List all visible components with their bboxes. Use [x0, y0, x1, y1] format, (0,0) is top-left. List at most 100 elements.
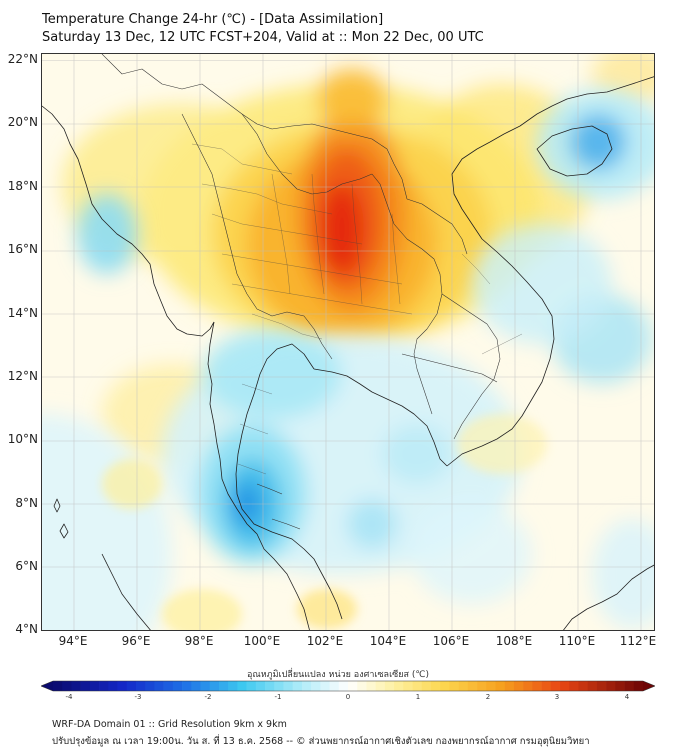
footer-model-info: WRF-DA Domain 01 :: Grid Resolution 9km …	[52, 719, 287, 730]
map-subtitle: Saturday 13 Dec, 12 UTC FCST+204, Valid …	[42, 30, 484, 45]
colorbar-cell	[357, 681, 367, 691]
colorbar-cell	[477, 681, 487, 691]
colorbar-cell	[311, 681, 321, 691]
colorbar-cell	[569, 681, 579, 691]
colorbar-cell	[523, 681, 533, 691]
colorbar-cell	[80, 681, 91, 691]
map-title: Temperature Change 24-hr (℃) - [Data Ass…	[42, 12, 384, 27]
lon-label-98e: 98°E	[184, 634, 214, 648]
colorbar-cell	[62, 681, 72, 691]
colorbar-cell	[265, 681, 275, 691]
colorbar-cell	[486, 681, 496, 691]
colorbar-tick-4: 4	[624, 693, 630, 701]
lat-label-18n: 18°N	[7, 179, 38, 193]
colorbar-cell	[513, 681, 524, 691]
colorbar-tick-1: 1	[415, 693, 421, 701]
lon-label-102e: 102°E	[306, 634, 344, 648]
colorbar-cell	[126, 681, 137, 691]
colorbar-cell	[532, 681, 542, 691]
colorbar-cells	[41, 680, 655, 692]
colorbar-tick-minus1: -1	[274, 693, 282, 701]
warm-anomaly-field	[62, 54, 654, 464]
colorbar-cell	[255, 681, 266, 691]
lat-label-8n: 8°N	[15, 496, 38, 510]
colorbar-tick-minus3: -3	[134, 693, 142, 701]
colorbar-cell	[53, 681, 63, 691]
colorbar-cell	[338, 681, 349, 691]
lon-label-106e: 106°E	[432, 634, 470, 648]
colorbar-cell	[209, 681, 220, 691]
colorbar-tick-0: 0	[345, 693, 351, 701]
lat-label-10n: 10°N	[7, 432, 38, 446]
colorbar-cell	[348, 681, 358, 691]
colorbar-cell	[440, 681, 450, 691]
colorbar-cell	[633, 681, 644, 691]
colorbar-cell	[606, 681, 616, 691]
colorbar-cell	[596, 681, 607, 691]
lat-label-6n: 6°N	[15, 559, 38, 573]
colorbar-tick-2: 2	[485, 693, 491, 701]
temperature-change-map	[41, 53, 655, 631]
colorbar-cell	[421, 681, 432, 691]
coastlines	[42, 76, 654, 630]
colorbar-min-arrow	[41, 681, 53, 691]
colorbar-cell	[283, 681, 293, 691]
colorbar-cell	[320, 681, 330, 691]
colorbar-cell	[200, 681, 211, 691]
lon-label-100e: 100°E	[243, 634, 281, 648]
cool-anomaly-field	[42, 89, 654, 630]
lon-label-110e: 110°E	[558, 634, 596, 648]
colorbar-cell	[394, 681, 404, 691]
colorbar-cell	[71, 681, 81, 691]
colorbar-cell	[117, 681, 128, 691]
colorbar-cell	[550, 681, 561, 691]
country-borders	[101, 54, 501, 530]
colorbar-tick-minus4: -4	[65, 693, 73, 701]
colorbar-cell	[154, 681, 164, 691]
lat-label-14n: 14°N	[7, 306, 38, 320]
footer-credits: ปรับปรุงข้อมูล ณ เวลา 19:00น. วัน ส. ที่…	[52, 736, 590, 747]
colorbar-tick-3: 3	[554, 693, 560, 701]
lon-label-112e: 112°E	[619, 634, 657, 648]
colorbar-tick-minus2: -2	[204, 693, 212, 701]
colorbar-cell	[145, 681, 155, 691]
map-canvas	[42, 54, 654, 630]
colorbar-cell	[191, 681, 201, 691]
colorbar	[41, 680, 655, 692]
province-borders	[191, 143, 523, 475]
colorbar-cell	[412, 681, 423, 691]
colorbar-cell	[384, 681, 395, 691]
colorbar-cell	[458, 681, 469, 691]
colorbar-cell	[587, 681, 598, 691]
colorbar-cell	[449, 681, 459, 691]
colorbar-cell	[108, 681, 118, 691]
colorbar-outline	[41, 680, 655, 692]
minor-warm-patches	[102, 414, 547, 630]
lat-label-22n: 22°N	[7, 52, 38, 66]
colorbar-cell	[541, 681, 552, 691]
lon-label-94e: 94°E	[58, 634, 88, 648]
colorbar-cell	[172, 681, 183, 691]
colorbar-cell	[218, 681, 229, 691]
lat-label-12n: 12°N	[7, 369, 38, 383]
colorbar-cell	[578, 681, 588, 691]
colorbar-cell	[624, 681, 635, 691]
colorbar-cell	[99, 681, 109, 691]
lon-label-104e: 104°E	[369, 634, 407, 648]
colorbar-cell	[274, 681, 284, 691]
colorbar-cell	[163, 681, 174, 691]
lat-label-16n: 16°N	[7, 242, 38, 256]
colorbar-cell	[135, 681, 146, 691]
colorbar-cell	[182, 681, 192, 691]
colorbar-cell	[375, 681, 386, 691]
colorbar-cell	[504, 681, 515, 691]
colorbar-cell	[615, 681, 625, 691]
colorbar-cell	[329, 681, 340, 691]
colorbar-max-arrow	[643, 681, 655, 691]
colorbar-cell	[292, 681, 303, 691]
colorbar-cell	[237, 681, 247, 691]
colorbar-cell	[366, 681, 376, 691]
colorbar-cell	[301, 681, 312, 691]
lon-label-108e: 108°E	[495, 634, 533, 648]
colorbar-cell	[430, 681, 441, 691]
